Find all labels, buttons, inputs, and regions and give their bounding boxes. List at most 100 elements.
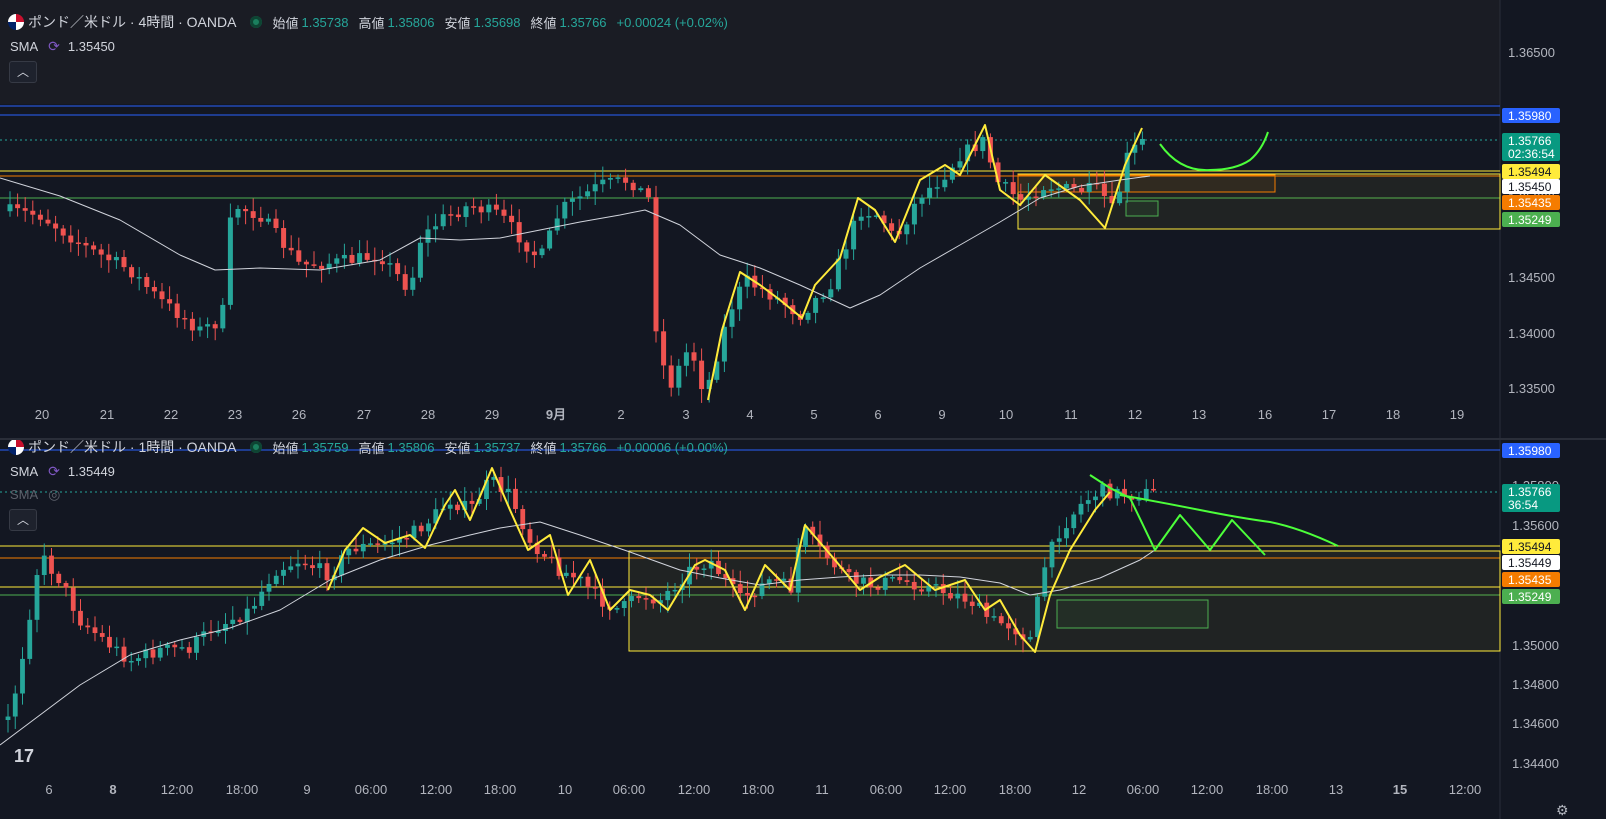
candle-4h xyxy=(151,287,157,292)
candle-1h xyxy=(215,631,221,634)
refresh-icon[interactable]: ⟳ xyxy=(48,463,60,479)
candle-1h xyxy=(919,589,924,592)
chevron-up-icon: ︿ xyxy=(16,513,29,527)
price-tag: 1.35980 xyxy=(1508,444,1552,458)
time-axis-label: 9月 xyxy=(546,407,566,422)
candle-4h xyxy=(83,242,89,246)
time-axis-label: 12:00 xyxy=(1191,782,1224,797)
candle-1h xyxy=(774,579,779,581)
candle-1h xyxy=(12,693,18,717)
sma-hidden-legend[interactable]: SMA ◎ xyxy=(10,486,68,503)
eye-off-icon[interactable]: ◎ xyxy=(48,486,61,502)
candle-4h xyxy=(562,201,568,219)
candle-1h xyxy=(571,572,576,578)
candle-4h xyxy=(182,317,188,320)
candle-4h xyxy=(843,249,849,259)
candle-4h xyxy=(759,287,765,290)
candle-4h xyxy=(569,198,575,202)
chart-canvas-1h[interactable]: 1.358001.356001.350001.348001.346001.344… xyxy=(0,440,1606,819)
time-axis-label: 13 xyxy=(1329,782,1343,797)
price-tag-bg xyxy=(1502,212,1560,227)
candle-4h xyxy=(288,247,294,251)
price-tag: 1.35449 xyxy=(1508,556,1552,570)
drawing-wave-yellow[interactable] xyxy=(327,467,1111,653)
zone-box-green[interactable] xyxy=(1056,599,1209,629)
candle-4h xyxy=(828,289,834,298)
candle-1h xyxy=(781,578,787,581)
candle-1h xyxy=(1143,488,1149,500)
sma-name: SMA xyxy=(10,487,39,502)
sma-line-1h[interactable] xyxy=(0,521,1156,746)
pane-divider[interactable] xyxy=(0,438,1606,440)
time-axis-label: 8 xyxy=(109,782,116,797)
symbol-legend[interactable]: ポンド／米ドル · 1時間 · OANDA 始値 1.35759 高値 1.3580… xyxy=(8,440,738,457)
candle-4h xyxy=(714,361,720,380)
time-axis-label: 06:00 xyxy=(870,782,903,797)
time-axis-label: 3 xyxy=(682,407,689,422)
zone-box-orange[interactable] xyxy=(1017,174,1276,193)
candle-1h xyxy=(324,563,330,581)
chart-canvas-4h[interactable]: 1.365001.350001.345001.340001.335001.359… xyxy=(0,0,1606,438)
sma-indicator-legend[interactable]: SMA ⟳ 1.35450 xyxy=(10,38,115,55)
open-value: 1.35738 xyxy=(301,14,349,30)
candle-1h xyxy=(759,583,765,597)
close-value: 1.35766 xyxy=(559,440,607,455)
high-label: 高値 xyxy=(358,440,385,456)
candle-1h xyxy=(737,584,743,593)
drawing-projection-green[interactable] xyxy=(1159,131,1269,172)
chart-pane-1h[interactable]: 1.358001.356001.350001.348001.346001.344… xyxy=(0,440,1606,819)
candle-1h xyxy=(1013,628,1019,635)
candle-4h xyxy=(927,187,933,198)
candle-4h xyxy=(159,291,165,300)
symbol-title[interactable]: ポンド／米ドル · 4時間 · OANDA xyxy=(28,14,237,30)
time-axis-label: 18:00 xyxy=(484,782,517,797)
collapse-legend-button[interactable]: ︿ xyxy=(9,509,37,531)
candle-1h xyxy=(244,608,250,622)
tradingview-logo-icon[interactable]: 17 xyxy=(14,746,35,766)
candle-4h xyxy=(15,204,21,209)
candle-4h xyxy=(721,326,727,362)
close-label: 終値 xyxy=(530,440,557,456)
candle-1h xyxy=(186,647,192,653)
chart-pane-4h[interactable]: 1.365001.350001.345001.340001.335001.359… xyxy=(0,0,1606,438)
drawing-projection-green-2[interactable] xyxy=(1119,494,1339,547)
low-label: 安値 xyxy=(444,15,471,31)
change-value: +0.00006 (+0.00%) xyxy=(616,440,728,455)
drawing-wave-yellow[interactable] xyxy=(707,124,1143,401)
drawing-projection-green[interactable] xyxy=(1089,474,1266,556)
symbol-legend[interactable]: ポンド／米ドル · 4時間 · OANDA 始値 1.35738 高値 1.3580… xyxy=(8,12,738,32)
candle-1h xyxy=(281,569,286,576)
change-value: +0.00024 (+0.02%) xyxy=(616,14,728,30)
price-tag-bg xyxy=(1502,555,1560,570)
candle-1h xyxy=(447,504,453,509)
candle-1h xyxy=(636,596,642,599)
time-axis-label: 12:00 xyxy=(161,782,194,797)
candle-4h xyxy=(835,258,841,290)
candle-4h xyxy=(53,223,59,229)
refresh-icon[interactable]: ⟳ xyxy=(48,38,60,54)
price-axis-label: 1.35600 xyxy=(1512,518,1559,533)
sma-indicator-legend[interactable]: SMA ⟳ 1.35449 xyxy=(10,463,115,480)
candle-1h xyxy=(810,526,816,535)
sma-line-4h[interactable] xyxy=(0,175,1151,309)
zone-box-green[interactable] xyxy=(1125,200,1159,217)
candle-1h xyxy=(259,591,265,606)
candle-4h xyxy=(417,242,423,278)
candle-4h xyxy=(919,197,925,204)
price-axis-label: 1.34600 xyxy=(1512,716,1559,731)
candle-4h xyxy=(144,277,150,288)
candle-4h xyxy=(250,211,256,218)
candle-4h xyxy=(1010,182,1016,195)
time-axis-label: 23 xyxy=(228,407,242,422)
candle-1h xyxy=(223,623,228,632)
gear-icon[interactable]: ⚙ xyxy=(1556,802,1569,818)
collapse-legend-button[interactable]: ︿ xyxy=(9,61,37,83)
candle-1h xyxy=(795,546,801,593)
zone-box-yellow[interactable] xyxy=(628,550,1501,652)
candle-4h xyxy=(653,197,659,332)
candle-1h xyxy=(157,647,163,658)
candle-4h xyxy=(1071,183,1077,188)
candle-4h xyxy=(668,365,674,388)
candle-4h xyxy=(212,324,218,329)
symbol-title[interactable]: ポンド／米ドル · 1時間 · OANDA xyxy=(28,440,237,455)
